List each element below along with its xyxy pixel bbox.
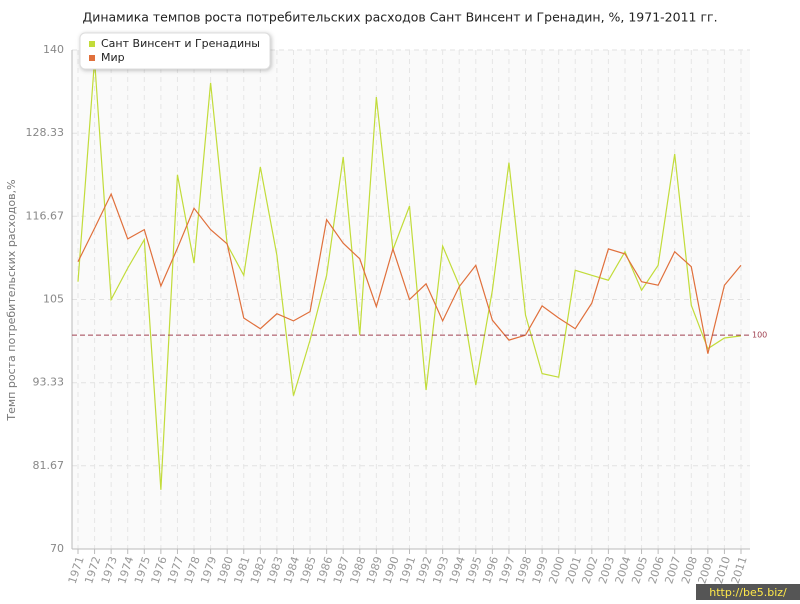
y-tick-label: 81.67 (33, 459, 65, 472)
legend-box (79, 32, 271, 70)
watermark: http://be5.biz/ (709, 586, 787, 599)
chart-title: Динамика темпов роста потребительских ра… (82, 10, 717, 25)
y-tick-label: 116.67 (26, 209, 65, 222)
series-line (77, 192, 742, 354)
watermark-bg (696, 584, 800, 600)
y-axis-label: Темп роста потребительских расходов,% (5, 179, 18, 421)
legend-swatch (89, 55, 95, 61)
legend-swatch (89, 41, 95, 47)
y-tick-label: 140 (43, 43, 64, 56)
y-tick-label: 105 (43, 293, 64, 306)
y-tick-label: 70 (50, 542, 64, 555)
legend-label: Мир (101, 51, 125, 64)
y-tick-label: 128.33 (26, 126, 65, 139)
y-tick-label: 93.33 (33, 376, 65, 389)
legend-label: Сант Винсент и Гренадины (101, 37, 260, 50)
series-line (77, 59, 742, 490)
reference-label: 100 (752, 331, 767, 340)
